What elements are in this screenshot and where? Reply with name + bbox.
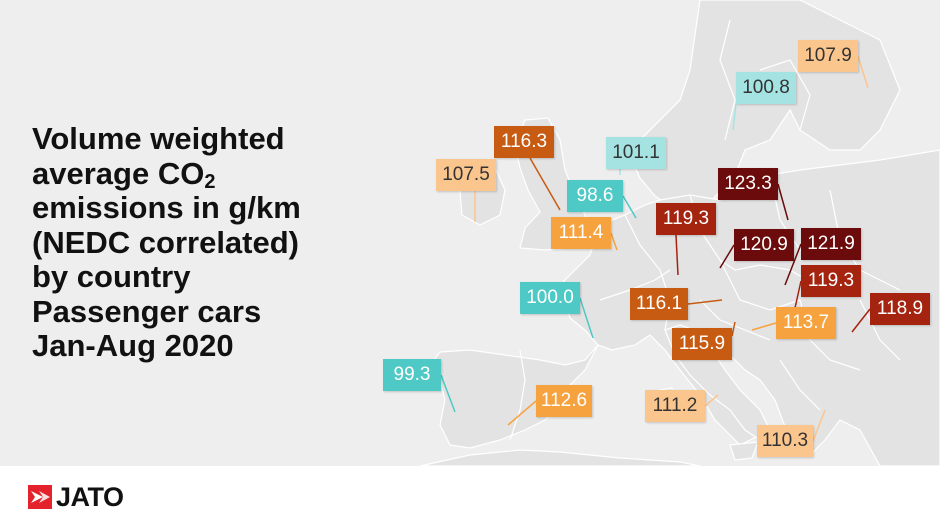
leader-line — [529, 157, 561, 211]
value-label: 111.2 — [645, 390, 705, 422]
value-label: 119.3 — [656, 203, 716, 235]
value-text: 107.9 — [804, 45, 852, 66]
leader-line — [719, 244, 735, 269]
leader-line — [622, 195, 637, 219]
value-label: 116.1 — [630, 288, 688, 320]
value-label: 120.9 — [734, 229, 794, 261]
value-label: 113.7 — [776, 307, 836, 339]
leader-line — [732, 103, 737, 131]
title-line-2-text: average CO — [32, 155, 205, 191]
title-line-5: by country — [32, 259, 191, 294]
leader-line — [857, 55, 869, 89]
value-label: 119.3 — [801, 265, 861, 297]
value-label: 107.9 — [798, 40, 858, 72]
value-text: 116.3 — [500, 131, 548, 152]
leader-line — [794, 280, 802, 309]
leader-line — [610, 232, 618, 251]
footer — [0, 466, 940, 526]
value-text: 118.9 — [876, 298, 924, 319]
jato-logo-icon — [28, 485, 52, 509]
map-panel: Volume weighted average CO2 emissions in… — [0, 0, 940, 466]
title-subscript: 2 — [204, 170, 216, 193]
value-text: 101.1 — [612, 142, 660, 163]
title-line-1: Volume weighted — [32, 121, 285, 156]
leader-line — [784, 243, 802, 286]
leader-line — [777, 183, 789, 221]
value-label: 100.8 — [736, 72, 796, 104]
title-line-4: (NEDC correlated) — [32, 224, 299, 260]
value-label: 110.3 — [757, 425, 813, 457]
value-text: 123.3 — [724, 173, 772, 194]
leader-lines — [440, 55, 871, 442]
value-text: 99.3 — [393, 364, 431, 385]
logo-arrow-2 — [39, 491, 50, 503]
leader-line — [687, 299, 723, 305]
map-title: Volume weighted average CO2 emissions in… — [32, 121, 412, 364]
value-text: 100.0 — [526, 287, 574, 308]
title-line-2: average CO2 — [32, 155, 412, 193]
logo-arrow — [31, 491, 43, 503]
value-label: 107.5 — [436, 159, 496, 191]
value-label: 99.3 — [383, 359, 441, 391]
value-text: 100.8 — [742, 77, 790, 98]
value-label: 112.6 — [536, 385, 592, 417]
value-label: 101.1 — [606, 137, 666, 169]
value-label: 115.9 — [672, 328, 732, 360]
value-label: 116.3 — [494, 126, 554, 158]
value-text: 119.3 — [662, 208, 710, 229]
leader-line — [440, 374, 456, 413]
leader-line — [507, 400, 537, 426]
sicily-landmass — [729, 441, 759, 461]
leader-line — [851, 308, 871, 333]
title-line-7: Jan-Aug 2020 — [32, 328, 234, 363]
leader-line — [675, 234, 679, 276]
jato-logo-text: JATO — [56, 482, 124, 512]
value-text: 111.2 — [652, 395, 698, 416]
title-line-6: Passenger cars — [32, 293, 262, 329]
value-label: 98.6 — [567, 180, 623, 212]
value-text: 110.3 — [761, 430, 809, 451]
value-label: 111.4 — [551, 217, 611, 249]
value-text: 112.6 — [540, 390, 588, 411]
value-label: 100.0 — [520, 282, 580, 314]
value-text: 119.3 — [807, 270, 855, 291]
value-label: 123.3 — [718, 168, 778, 200]
value-text: 120.9 — [740, 234, 788, 255]
value-text: 113.7 — [782, 312, 830, 333]
value-text: 115.9 — [678, 333, 726, 354]
leader-line — [731, 321, 736, 337]
value-text: 107.5 — [442, 164, 490, 185]
value-text: 116.1 — [635, 293, 683, 314]
north-africa-landmass — [419, 449, 701, 466]
value-label: 121.9 — [801, 228, 861, 260]
leader-line — [579, 297, 594, 339]
leader-line — [704, 394, 719, 407]
value-text: 121.9 — [807, 233, 855, 254]
leader-line — [751, 322, 777, 331]
value-text: 98.6 — [576, 185, 614, 206]
value-label: 118.9 — [870, 293, 930, 325]
value-text: 111.4 — [558, 222, 604, 243]
leader-line — [812, 409, 826, 442]
title-line-3: emissions in g/km — [32, 190, 301, 225]
